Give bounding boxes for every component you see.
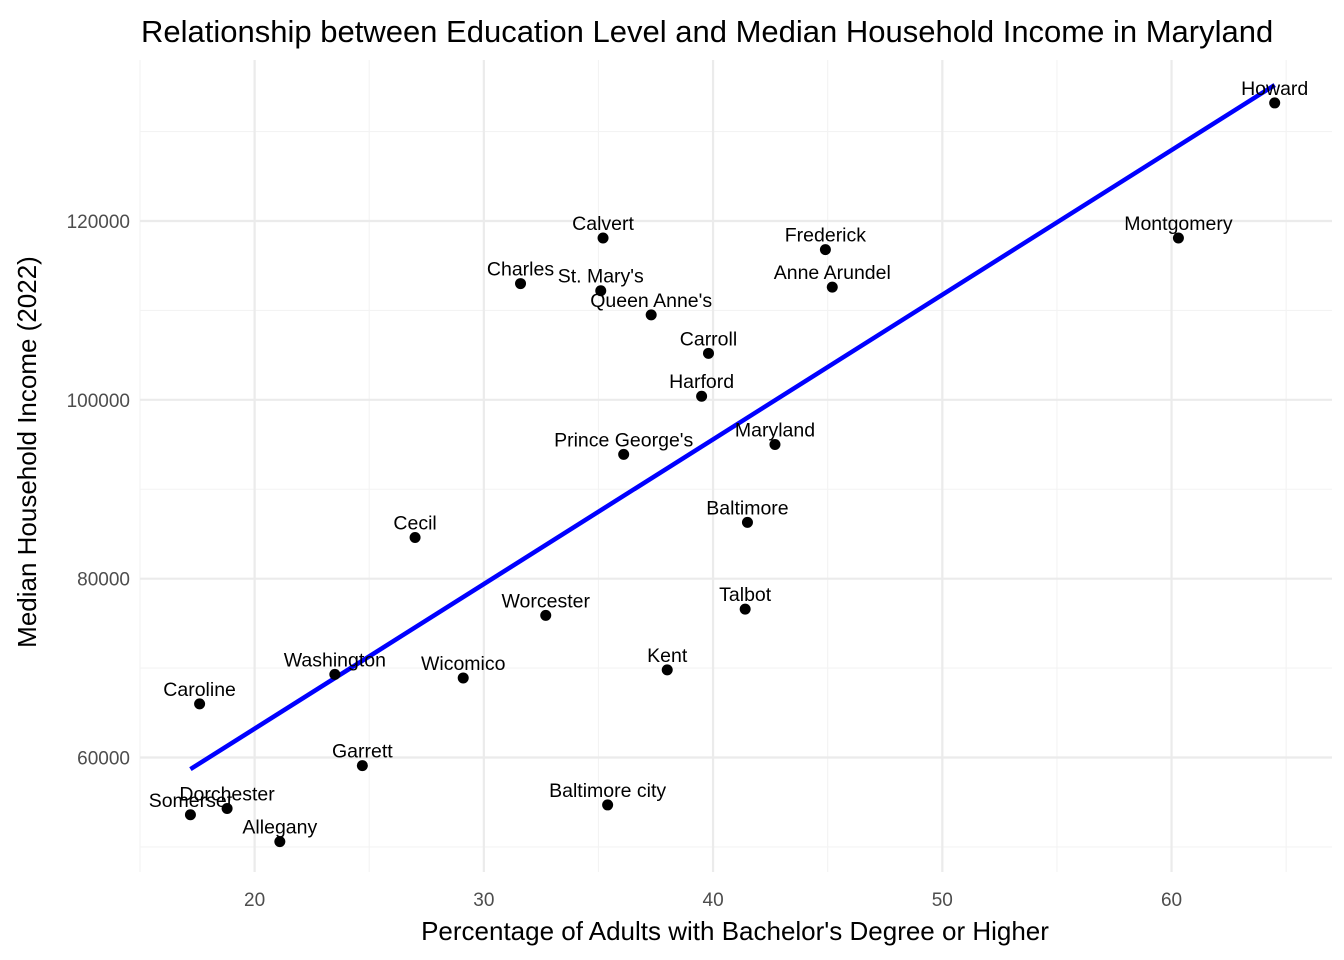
point-label: Howard (1241, 78, 1308, 100)
point-label: Harford (669, 371, 734, 393)
x-tick-label: 40 (703, 890, 724, 911)
point-label: Allegany (242, 817, 317, 839)
data-point (696, 390, 708, 402)
point-label: Talbot (719, 584, 772, 606)
y-axis-tick-labels: 60000 80000 100000 120000 (67, 212, 130, 770)
x-tick-label: 20 (244, 890, 265, 911)
point-label: Frederick (785, 225, 867, 247)
trend-line-layer (189, 83, 1276, 772)
point-label: Maryland (735, 420, 815, 442)
major-gridlines (140, 60, 1332, 872)
data-point (457, 672, 469, 684)
point-label: St. Mary's (558, 266, 644, 288)
point-labels: Howard Montgomery Frederick Anne Arundel Cal… (149, 78, 1309, 839)
data-point (515, 278, 527, 290)
data-point (819, 244, 831, 256)
data-point (194, 698, 206, 710)
trend-line (189, 83, 1276, 772)
data-point (184, 809, 196, 821)
data-points (184, 97, 1281, 848)
data-point (826, 281, 838, 293)
data-point (702, 347, 714, 359)
x-axis-title: Percentage of Adults with Bachelor's Deg… (421, 916, 1049, 946)
y-tick-label: 100000 (67, 391, 130, 412)
point-label: Baltimore (706, 497, 788, 519)
data-point (274, 836, 286, 848)
data-point (409, 532, 421, 544)
point-label: Worcester (501, 590, 590, 612)
y-tick-label: 120000 (67, 212, 130, 233)
x-tick-label: 30 (473, 890, 494, 911)
point-label: Carroll (680, 328, 737, 350)
x-axis-tick-labels: 20 30 40 50 60 (244, 890, 1182, 911)
data-point (1269, 97, 1281, 109)
y-axis-title: Median Household Income (2022) (12, 256, 42, 648)
point-label: Baltimore city (549, 780, 666, 802)
point-label: Montgomery (1124, 213, 1233, 235)
data-point (1172, 232, 1184, 244)
point-label: Charles (487, 259, 554, 281)
point-label: Queen Anne's (590, 290, 712, 312)
point-label: Washington (284, 649, 386, 671)
point-label: Cecil (393, 513, 436, 535)
minor-gridlines (139, 60, 1332, 872)
data-point (661, 664, 673, 676)
data-point (645, 309, 657, 321)
data-point (769, 439, 781, 451)
point-label: Dorchester (179, 784, 275, 806)
chart-title: Relationship between Education Level and… (141, 14, 1273, 49)
data-point (595, 285, 607, 297)
point-label: Garrett (332, 741, 393, 763)
data-point (329, 668, 341, 680)
data-point (540, 609, 552, 621)
point-label: Prince George's (554, 429, 693, 451)
y-tick-label: 80000 (77, 570, 130, 591)
data-point (739, 603, 751, 615)
point-label: Calvert (572, 213, 634, 235)
data-point (597, 232, 609, 244)
point-label: Anne Arundel (774, 262, 891, 284)
point-label: Caroline (163, 679, 236, 701)
data-point (741, 516, 753, 528)
x-tick-label: 60 (1161, 890, 1182, 911)
data-point (221, 803, 233, 815)
point-label: Somerset (149, 790, 233, 812)
x-tick-label: 50 (932, 890, 953, 911)
data-point (618, 448, 630, 460)
point-label: Kent (647, 645, 688, 667)
point-label: Wicomico (421, 653, 506, 675)
data-point (356, 760, 368, 772)
y-tick-label: 60000 (77, 749, 130, 770)
data-point (602, 799, 614, 811)
